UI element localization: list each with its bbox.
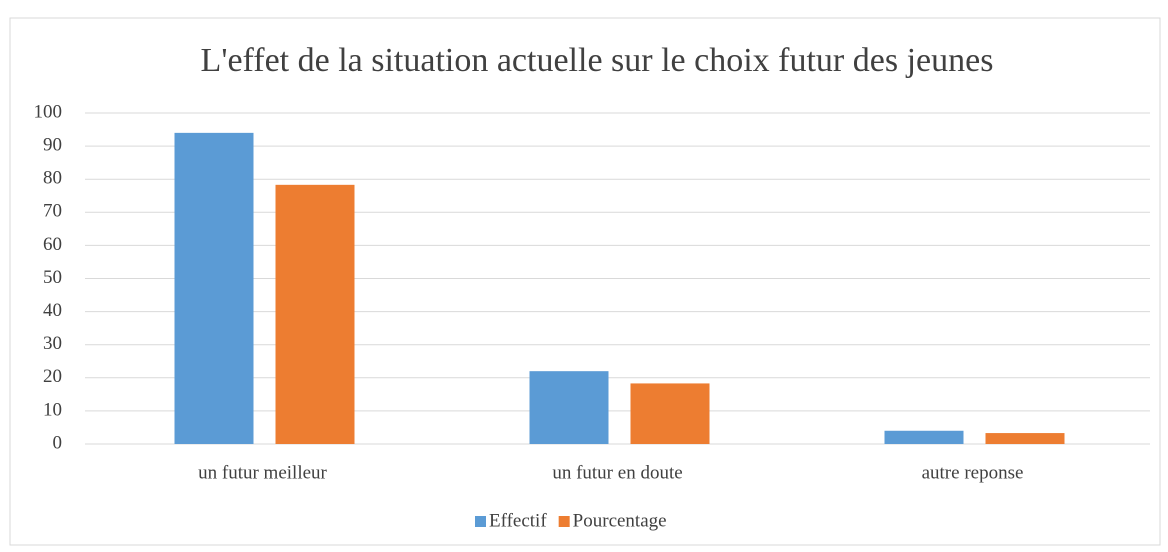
bar [884, 430, 964, 444]
legend-swatch [558, 516, 570, 527]
y-tick-label: 30 [43, 333, 62, 354]
bar [174, 132, 254, 445]
y-tick-label: 50 [43, 267, 62, 288]
bar [529, 371, 609, 444]
legend-label: Effectif [489, 510, 547, 531]
y-tick-label: 100 [34, 101, 63, 122]
x-tick-label: autre reponse [922, 462, 1024, 483]
x-tick-label: un futur en doute [552, 462, 682, 483]
y-tick-label: 20 [43, 366, 62, 387]
y-tick-label: 80 [43, 168, 62, 189]
legend-swatch [475, 516, 486, 527]
x-tick-label: un futur meilleur [198, 462, 327, 483]
y-tick-label: 0 [53, 432, 63, 453]
legend-label: Pourcentage [573, 510, 667, 531]
bar [630, 383, 710, 444]
chart-title: L'effet de la situation actuelle sur le … [201, 42, 994, 79]
y-tick-label: 40 [43, 300, 62, 321]
y-tick-label: 70 [43, 201, 62, 222]
y-tick-label: 90 [43, 134, 62, 155]
y-tick-label: 10 [43, 399, 62, 420]
bar [275, 184, 355, 444]
y-tick-label: 60 [43, 234, 62, 255]
bar [985, 433, 1065, 444]
